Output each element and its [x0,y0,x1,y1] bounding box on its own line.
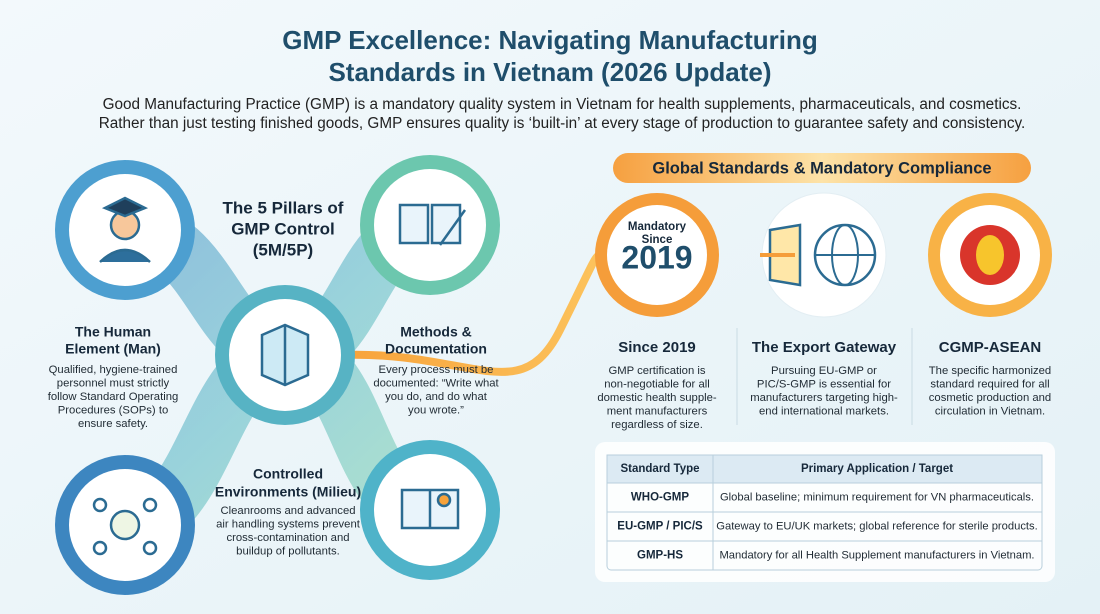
pillars-title-line: (5M/5P) [253,240,313,259]
column-text-line: ment manufacturers [607,405,708,417]
pillar-text-line: Qualified, hygiene-trained [49,364,178,376]
table-cell: GMP-HS [637,550,683,562]
pillar-text-line: documented: “Write what [373,377,499,389]
table-header: Primary Application / Target [801,463,953,475]
table-cell: WHO-GMP [631,492,689,504]
badge-label-line: Since [642,234,673,246]
column-title: The Export Gateway [752,339,897,356]
column-text-line: standard required for all [930,378,1049,390]
column-text-line: domestic health supple- [597,392,717,404]
section-pill [613,153,1031,183]
column-text-line: end international markets. [759,405,889,417]
table-rows: WHO-GMP Global baseline; minimum requirem… [617,491,1037,561]
pillars-title: The 5 Pillars of GMP Control (5M/5P) [223,198,344,259]
badge-label-line: Mandatory [628,221,687,233]
column-text-line: The specific harmonized [929,365,1051,377]
pillar-text-line: Procedures (SOPs) to [58,404,169,416]
title-line: Standards in Vietnam (2026 Update) [328,57,771,87]
pillars-title-line: GMP Control [231,219,335,238]
table-header: Standard Type [620,463,699,475]
pillar-title-line: The Human [75,324,151,340]
column-text-line: non-negotiable for all [604,378,710,390]
pillar-text-line: you wrote.” [408,404,464,416]
column-title: Since 2019 [618,339,696,356]
connector [339,251,602,376]
table-cell: Mandatory for all Health Supplement manu… [719,549,1034,561]
icons [92,196,467,556]
title-line: GMP Excellence: Navigating Manufacturing [282,25,818,55]
column-text-line: PIC/S-GMP is essential for [757,378,891,390]
title: GMP Excellence: Navigating Manufacturing… [282,25,818,87]
intro: Good Manufacturing Practice (GMP) is a m… [99,96,1026,132]
column-text-line: GMP certification is [608,365,705,377]
column-text-line: cosmetic production and [929,392,1051,404]
table-cell: Gateway to EU/UK markets; global referen… [716,520,1037,532]
compliance-circles [595,192,1052,318]
pillar-title-line: Methods & [400,324,472,340]
table-frame [606,454,1043,571]
badge-year: 2019 [621,239,692,275]
column-text-line: Pursuing EU-GMP or [771,365,877,377]
pillar-title: Methods &Documentation [385,324,487,357]
pillars-title-line: The 5 Pillars of [223,198,344,217]
column-text-line: manufacturers targeting high- [750,392,898,404]
pillar-text-line: follow Standard Operating [48,391,179,403]
pillar-title-line: Controlled [253,466,323,482]
pillar-title-line: Element (Man) [65,341,161,357]
pillar-title-line: Environments (Milieu) [215,484,361,500]
intro-line: Good Manufacturing Practice (GMP) is a m… [103,96,1022,113]
section-title: Global Standards & Mandatory Compliance [652,159,991,177]
pillar-title: Controlled Environments (Milieu) [215,466,361,500]
column-text-line: regardless of size. [611,419,703,431]
pillar-text-line: you do, and do what [385,391,488,403]
pillar-text-line: ensure safety. [78,418,148,430]
pillar-text-line: cross-contamination and [226,532,349,544]
column-title: CGMP-ASEAN [939,339,1042,356]
table-cell: EU-GMP / PIC/S [617,521,703,533]
pillar-text-line: Cleanrooms and advanced [220,505,355,517]
column-text-line: circulation in Vietnam. [935,405,1045,417]
pillar-text-line: personnel must strictly [57,377,170,389]
pillar-text-line: Every process must be [379,364,494,376]
table-cell: Global baseline; minimum requirement for… [720,491,1034,503]
pillar-text-line: buildup of pollutants. [236,545,340,557]
pillar-title-line: Documentation [385,341,487,357]
intro-line: Rather than just testing finished goods,… [99,115,1026,132]
pillar-text-line: air handling systems prevent [216,518,361,530]
